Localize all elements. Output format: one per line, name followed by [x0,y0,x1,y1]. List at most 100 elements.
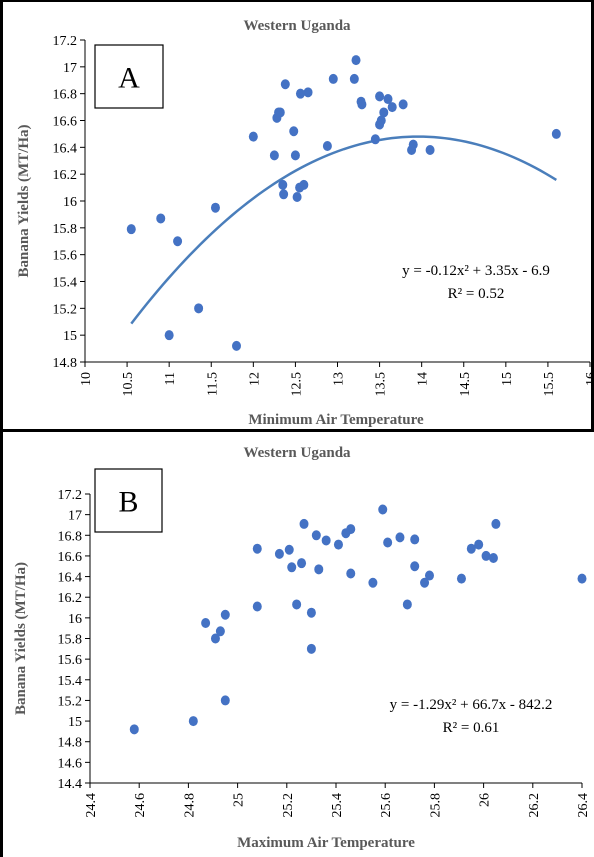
chart-b-x-tick-label: 25.6 [379,793,394,818]
chart-a-data-point [295,88,305,99]
chart-b-data-point [129,724,139,735]
chart-a-data-point [303,87,313,98]
chart-b-data-point [252,601,262,612]
chart-b-y-tick-label: 17 [68,509,82,524]
chart-a-x-axis-label: Minimum Air Temperature [248,412,424,428]
chart-b-data-point [299,518,309,529]
chart-a-x-tick-label: 10.5 [121,372,136,397]
chart-b-data-point [346,524,356,535]
chart-b-data-point [314,564,324,575]
chart-a-x-tick-label: 15.5 [542,372,557,397]
chart-a-y-axis-label: Banana Yields (MT/Ha) [16,124,32,277]
chart-b-svg: Western Uganda 14.4 14.6 14.8 15 15.2 15.4 15.6… [13,445,591,851]
chart-a-y-tick-label: 15 [63,329,77,344]
chart-a-data-point [290,150,300,161]
chart-a-x-tick-label: 16 [584,372,594,386]
chart-a-data-point [173,236,183,247]
chart-a-y-tick-label: 16.4 [53,141,78,156]
chart-b-data-point [292,599,302,610]
chart-a-x-tick-label: 11.5 [205,372,220,396]
chart-b-data-point [220,695,230,706]
chart-b-data-point [215,626,225,637]
chart-b-data-point [306,607,316,618]
chart-a-x-tick-label: 10 [79,372,94,386]
chart-a-data-point [289,126,299,137]
chart-a-x-tick-label: 13.5 [374,372,389,397]
chart-a-x-tick-label: 14.5 [458,372,473,397]
chart-b-data-point [577,573,587,584]
chart-a-data-point [398,99,408,110]
chart-b-y-tick-label: 16.2 [58,591,83,606]
chart-a-data-point [232,340,241,351]
chart-a-data-point [269,150,279,161]
chart-a-data-point [370,134,380,145]
chart-b-data-point [188,716,198,727]
chart-a-y-tick-label: 15.2 [53,302,78,317]
chart-a-data-point [376,115,386,126]
chart-b-y-tick-label: 16.4 [58,571,83,586]
chart-a-data-point [551,128,561,139]
chart-b-data-point [420,577,430,588]
chart-b-data-point [297,558,307,569]
chart-b-data-point [274,548,284,559]
chart-a-data-point [375,91,385,102]
chart-panel-b: Western Uganda 14.4 14.6 14.8 15 15.2 15.4 15.6… [0,432,594,857]
chart-a-data-point [357,99,367,110]
chart-a-x-tick-label: 15 [500,372,515,386]
chart-b-data-point [424,570,434,581]
chart-a-y-tick-label: 15.8 [53,222,78,237]
chart-b-x-tick-label: 25.8 [428,793,443,818]
chart-a-data-point [210,202,220,213]
chart-b-data-point [491,518,501,529]
chart-b-data-point [368,577,378,588]
chart-b-x-tick-label: 26.4 [576,793,591,818]
chart-a-x-tick-label: 14 [416,372,431,386]
chart-b-x-tick-label: 26 [478,793,493,807]
chart-b-y-tick-label: 15.8 [58,633,83,648]
chart-b-data-point [333,539,343,550]
chart-b-data-point [201,618,211,629]
chart-b-data-point [402,599,412,610]
chart-a-x-tick-label: 11 [163,372,178,385]
chart-b-x-axis-label: Maximum Air Temperature [237,835,415,851]
chart-b-y-tick-label: 16.6 [58,550,83,565]
chart-a-data-point [387,102,397,113]
chart-b-y-tick-label: 15.4 [58,674,83,689]
chart-b-x-tick-label: 24.6 [133,793,148,818]
chart-b-label-box [94,468,163,533]
chart-a-trend-line [130,135,557,325]
chart-b-x-tick-label: 24.4 [84,793,99,818]
chart-b-data-point [311,530,321,541]
chart-a-data-point [164,330,174,341]
chart-b-data-point [252,543,262,554]
chart-b-data-point [410,561,420,572]
chart-a-panel-label: A [118,62,140,95]
chart-b-data-point [474,539,484,550]
chart-b-title: Western Uganda [243,445,351,461]
chart-b-y-tick-label: 16 [68,612,82,627]
chart-b-x-tick-label: 25.2 [281,793,296,818]
chart-a-data-point [425,145,435,156]
chart-b-y-tick-label: 15 [68,715,82,730]
chart-b-data-point [210,633,220,644]
chart-a-data-point [328,73,338,84]
chart-b-data-point [306,643,316,654]
chart-b-data-point [220,609,230,620]
chart-a-data-point [351,55,361,66]
chart-b-y-tick-label: 14.4 [58,777,83,792]
chart-a-data-point [383,94,393,105]
chart-b-equation: y = -1.29x² + 66.7x - 842.2 [390,697,553,713]
chart-b-data-point [466,543,476,554]
chart-b-x-tick-label: 24.8 [182,793,197,818]
chart-a-data-point [292,191,302,202]
chart-b-data-point [284,544,294,555]
chart-a-data-point [349,73,359,84]
chart-b-r-squared: R² = 0.61 [443,720,500,736]
chart-a-svg: Western Uganda 14.8 15 15.2 15.4 15.6 15.8 16 16… [16,18,594,428]
chart-panel-a: Western Uganda 14.8 15 15.2 15.4 15.6 15.8 16 16… [16,18,594,428]
chart-a-data-point [408,139,418,150]
chart-a-y-tick-label: 14.8 [53,356,78,371]
chart-a-x-tick-label: 12.5 [289,372,304,397]
chart-b-x-tick-label: 26.2 [527,793,542,818]
chart-b-data-point [287,562,297,573]
